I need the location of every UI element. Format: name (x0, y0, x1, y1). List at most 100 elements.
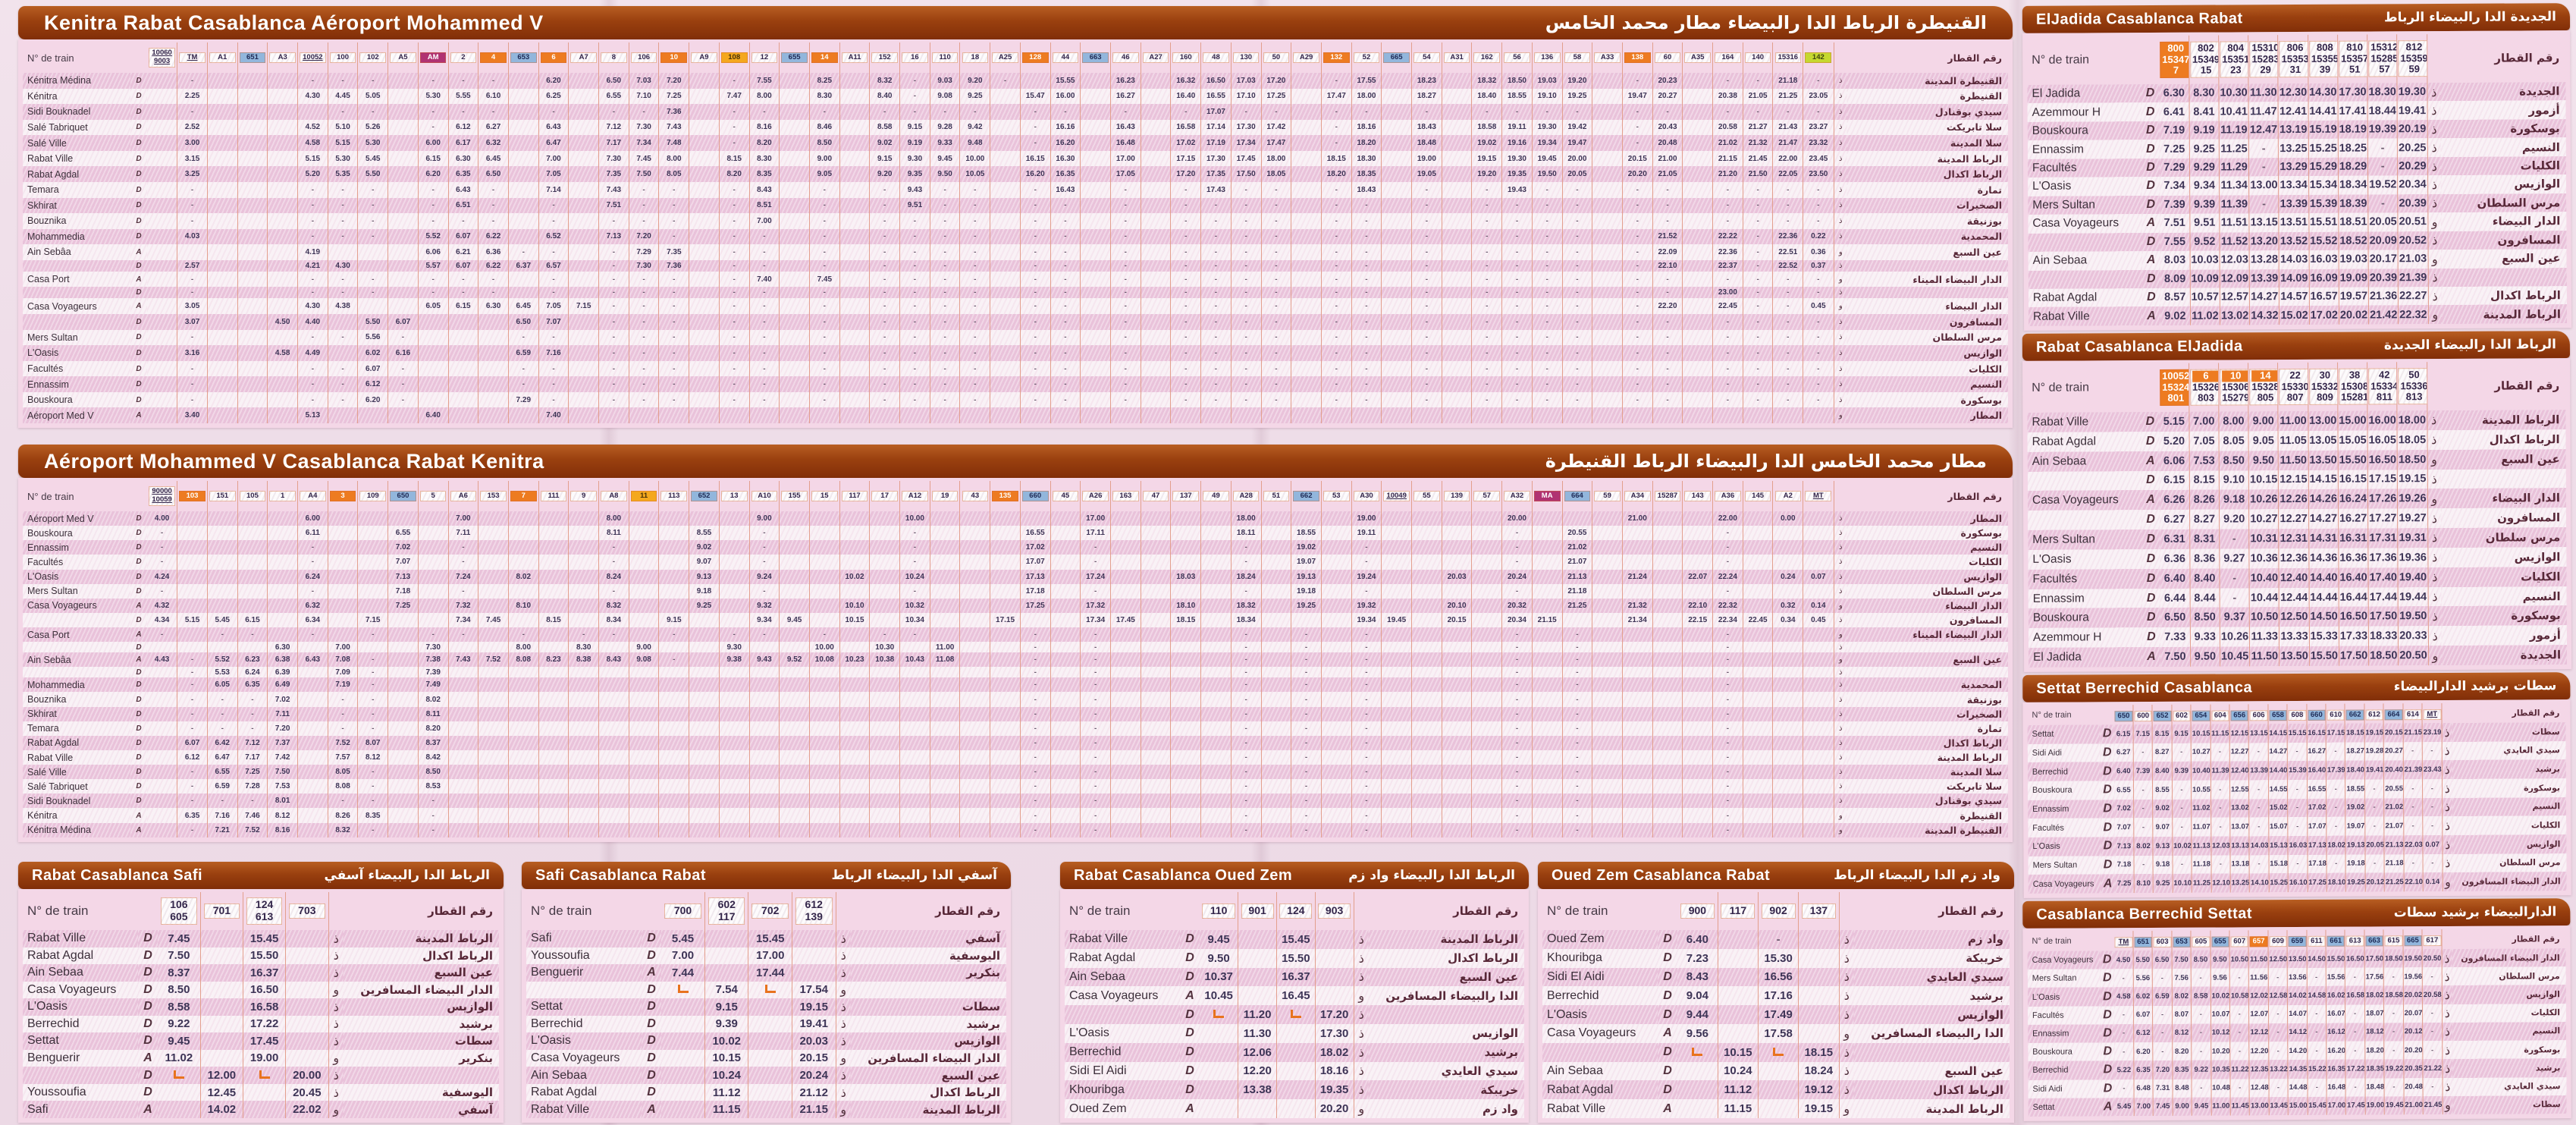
time-cell (568, 706, 600, 721)
arrival-departure-flag: D (130, 197, 147, 214)
time-cell (1261, 652, 1292, 668)
time-cell (1682, 345, 1714, 361)
time-cell: 6.50 (2152, 950, 2172, 969)
time-cell: 12.10 (2210, 873, 2231, 893)
time-cell (297, 104, 328, 120)
time-cell: 5.10 (328, 119, 359, 136)
time-cell: - (1351, 360, 1382, 377)
time-cell: - (2367, 194, 2399, 213)
time-cell: 18.55 (2345, 779, 2365, 799)
time-cell: - (2191, 1023, 2211, 1042)
time-cell (1411, 749, 1442, 765)
time-cell (538, 642, 569, 653)
time-cell: - (297, 555, 328, 570)
time-cell: 22.02 (285, 1101, 329, 1118)
time-cell: - (1231, 808, 1262, 823)
time-cell (418, 360, 449, 377)
train-number-chip: 609 (2269, 935, 2287, 947)
time-cell (661, 1015, 706, 1033)
timetable-grid: N° de train 110 901 124 903 رقم القطار Rabat V… (1060, 889, 1529, 1123)
time-cell: 7.07 (387, 555, 419, 570)
day-letter: ذ (1834, 706, 1847, 721)
station-row: Rabat Agdal D 8.57 10.57 12.57 14.27 14.57 16.5… (2028, 286, 2567, 308)
time-cell (1381, 692, 1413, 707)
station-name-fr: Berrechid (526, 1015, 642, 1033)
connection-arrow-icon (1290, 1010, 1301, 1019)
time-cell: - (959, 391, 991, 408)
train-column-header: 611 (2306, 929, 2327, 950)
time-cell: 19.16 (1501, 135, 1533, 151)
station-row: Mers Sultan D 7.18-9.18-11.18-13.18-15.18-… (2028, 853, 2567, 875)
time-cell: 10.12 (2210, 1023, 2230, 1042)
train-column-header: 53 (1321, 481, 1352, 511)
time-cell (568, 569, 600, 584)
arrival-departure-flag: D (2141, 530, 2160, 549)
time-cell: 17.18 (2307, 854, 2327, 874)
time-cell (839, 88, 871, 105)
time-cell: - (538, 244, 569, 260)
time-cell (478, 779, 509, 794)
time-cell (1592, 765, 1623, 780)
station-name-ar (344, 1067, 499, 1084)
station-name-fr: Skhirat (23, 706, 130, 721)
time-cell: 16.20 (2326, 1041, 2346, 1061)
time-cell: 17.25 (1261, 88, 1292, 105)
time-cell: - (1351, 765, 1382, 780)
time-cell: 19.11 (1351, 526, 1382, 541)
station-row: L'Oasis D 6.36 8.36 9.27 10.36 12.36 14.36 16.36… (2028, 547, 2567, 570)
time-cell: 19.40 (2398, 567, 2428, 587)
time-cell (1080, 345, 1111, 361)
time-cell: - (1622, 360, 1653, 377)
table-title-fr: Safi Casablanca Rabat (535, 866, 707, 884)
time-cell (990, 329, 1021, 346)
time-cell: 20.15 (1622, 150, 1653, 167)
time-cell (930, 583, 961, 599)
time-cell: 18.00 (1351, 88, 1382, 105)
time-cell: 9.00 (749, 511, 780, 526)
time-cell (1652, 540, 1683, 555)
time-cell: 8.02 (508, 569, 539, 584)
station-row: Kénitra A 6.35 7.16 7.46 8.12 8.26 8.35- - - - - - - -… (23, 808, 2008, 823)
time-cell: 10.08 (809, 652, 840, 668)
station-name-fr: Casa Voyageurs (2028, 874, 2101, 894)
train-number-chip: 606 (2249, 709, 2268, 721)
time-cell: - (1743, 181, 1774, 198)
time-cell: - (629, 287, 660, 299)
time-cell: 17.45 (1231, 150, 1262, 167)
arrival-departure-flag: D (1658, 1061, 1678, 1081)
train-number-chip: 53 (1323, 490, 1350, 502)
station-name-fr: Casa Voyageurs (23, 981, 138, 999)
time-cell (207, 104, 238, 120)
time-cell: 4.32 (147, 598, 178, 613)
time-cell: - (538, 213, 569, 229)
time-cell (1652, 779, 1683, 794)
time-cell (839, 692, 871, 707)
time-cell (1743, 735, 1774, 750)
station-row: Ennassim D - - -6.12- - - - - - - - - - - - - - - - - - - - - - - -… (23, 376, 2008, 392)
time-cell (899, 642, 930, 653)
station-name-fr (2028, 269, 2142, 289)
time-cell: - (629, 360, 660, 377)
time-cell: - (2191, 968, 2210, 988)
day-letter: ذ (836, 930, 851, 947)
time-cell: 8.55 (689, 526, 720, 541)
time-cell (1200, 1005, 1239, 1024)
train-column-header: 608 (2287, 703, 2307, 724)
time-cell: 13.15 (2248, 213, 2279, 232)
time-cell (237, 213, 268, 229)
time-cell (568, 166, 600, 182)
day-letter: و (328, 981, 344, 999)
time-cell: 18.07 (2364, 1004, 2384, 1023)
train-column-header: 652 (2152, 704, 2172, 724)
time-cell (1141, 73, 1172, 89)
time-cell (1652, 793, 1683, 809)
day-letter: ذ (328, 930, 344, 947)
train-column-header: A6 (448, 481, 479, 511)
time-cell: 20.05 (2364, 835, 2385, 855)
time-cell: - (1712, 735, 1743, 750)
time-cell: 8.34 (598, 612, 629, 627)
time-cell: 19.13 (1291, 569, 1322, 584)
train-column-header: 612 (2364, 703, 2384, 724)
station-name-ar: مرس السلطان (2452, 966, 2566, 986)
time-cell (1381, 749, 1413, 765)
